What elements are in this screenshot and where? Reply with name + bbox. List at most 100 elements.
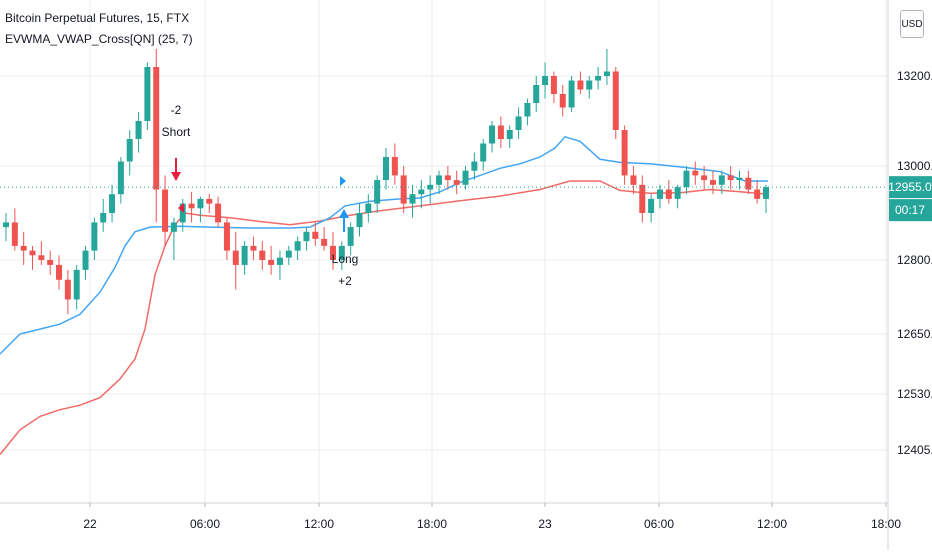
time-tick-label: 12:00 — [757, 517, 787, 531]
candle-body — [259, 250, 266, 260]
candle-body — [11, 222, 18, 246]
candle-body — [215, 203, 222, 223]
candle-body — [453, 180, 460, 185]
time-tick-label: 18:00 — [417, 517, 447, 531]
short-arrow-head — [171, 172, 181, 181]
short-label: Short — [162, 125, 191, 139]
time-tick-label: 06:00 — [190, 517, 220, 531]
indicator-legend[interactable]: EVWMA_VWAP_Cross[QN] (25, 7) — [5, 32, 193, 46]
candle-body — [718, 175, 725, 185]
candle-body — [630, 175, 637, 185]
price-tick-label: 12800.0 — [897, 253, 932, 267]
candle-body — [754, 189, 761, 199]
candle-body — [550, 76, 557, 94]
candle-body — [82, 250, 89, 270]
candle-body — [329, 245, 336, 260]
candle-body — [338, 245, 345, 260]
candle-body — [656, 189, 663, 199]
vwap-line-layer — [0, 180, 769, 455]
time-tick-label: 22 — [83, 517, 97, 531]
candlesticks — [3, 49, 769, 315]
candle-body — [480, 143, 487, 162]
long-count-label: +2 — [338, 274, 352, 288]
countdown-badge — [889, 199, 932, 222]
last-price-label: 12955.0 — [888, 180, 932, 194]
candle-body — [515, 116, 522, 130]
candle-body — [489, 125, 496, 144]
candle-body — [674, 187, 681, 199]
candle-body — [303, 231, 310, 242]
candle-body — [612, 71, 619, 130]
currency-button[interactable]: USD — [900, 10, 924, 38]
candle-body — [436, 175, 443, 185]
signal-markers: -2 Short Long +2 — [162, 103, 359, 288]
time-tick-label: 18:00 — [871, 517, 901, 531]
candle-body — [709, 180, 716, 185]
candle-body — [232, 250, 239, 265]
candle-body — [56, 264, 63, 280]
candle-body — [383, 157, 389, 181]
candle-body — [701, 175, 708, 181]
candle-body — [577, 80, 584, 90]
candle-body — [418, 189, 425, 195]
candle-body — [223, 222, 230, 251]
candle-body — [665, 189, 672, 199]
candle-body — [356, 213, 363, 228]
candle-body — [321, 238, 328, 246]
candle-body — [568, 80, 575, 108]
candle-body — [497, 125, 504, 139]
price-tick-label: 12650.0 — [897, 327, 932, 341]
candle-body — [471, 161, 478, 171]
candle-body — [603, 71, 610, 76]
candle-body — [268, 260, 275, 265]
candle-body — [126, 139, 133, 162]
candle-body — [250, 245, 257, 251]
candle-body — [409, 194, 416, 204]
short-count-label: -2 — [171, 103, 182, 117]
countdown-label: 00:17 — [895, 203, 925, 217]
candle-body — [29, 250, 36, 256]
time-tick-label: 23 — [538, 517, 552, 531]
candle-body — [365, 203, 372, 213]
candle-body — [179, 203, 186, 223]
candle-body — [347, 227, 354, 246]
price-tick-label: 13000.0 — [897, 159, 932, 173]
candle-body — [595, 76, 602, 81]
candle-body — [162, 189, 169, 232]
candle-body — [100, 213, 107, 223]
last-price-badge — [889, 176, 932, 199]
price-tick-label: 12405.0 — [897, 443, 932, 457]
candle-body — [639, 184, 646, 213]
candle-body — [736, 177, 743, 181]
candle-body — [241, 245, 248, 265]
candle-body — [763, 187, 769, 199]
candle-body — [109, 194, 116, 213]
candle-body — [524, 103, 531, 117]
long-label: Long — [332, 252, 359, 266]
time-tick-label: 12:00 — [304, 517, 334, 531]
symbol-legend[interactable]: Bitcoin Perpetual Futures, 15, FTX — [5, 11, 190, 25]
candle-body — [144, 67, 151, 121]
candle-body — [391, 157, 398, 176]
grid-lines — [0, 0, 888, 503]
candle-body — [285, 250, 292, 258]
time-tick-label: 06:00 — [644, 517, 674, 531]
evwma-line — [0, 135, 768, 355]
candle-body — [400, 175, 407, 204]
candle-body — [621, 130, 628, 176]
candle-body — [20, 245, 27, 251]
price-tick-label: 12530.0 — [897, 387, 932, 401]
candle-body — [276, 257, 283, 265]
candle-body — [3, 222, 9, 228]
long-cross-marker — [340, 176, 346, 186]
candle-body — [312, 231, 319, 239]
evwma-line-layer — [0, 135, 768, 355]
candle-body — [206, 198, 213, 204]
candle-body — [135, 121, 142, 139]
candle-body — [462, 170, 469, 185]
candle-body — [38, 255, 45, 260]
candle-body — [692, 170, 699, 176]
